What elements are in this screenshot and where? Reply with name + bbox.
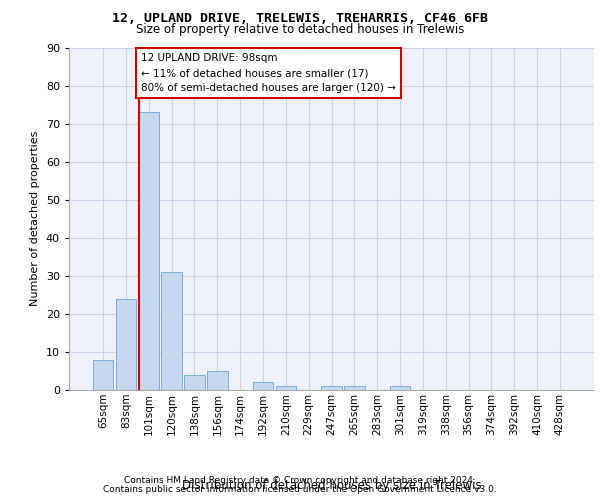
Bar: [253, 382, 273, 390]
Y-axis label: Number of detached properties: Number of detached properties: [30, 131, 40, 306]
Text: Contains public sector information licensed under the Open Government Licence v3: Contains public sector information licen…: [103, 485, 497, 494]
Bar: [390, 386, 410, 390]
Bar: [116, 298, 136, 390]
Bar: [321, 386, 342, 390]
Bar: [184, 375, 205, 390]
Text: 12 UPLAND DRIVE: 98sqm
← 11% of detached houses are smaller (17)
80% of semi-det: 12 UPLAND DRIVE: 98sqm ← 11% of detached…: [141, 53, 395, 93]
Bar: [161, 272, 182, 390]
Bar: [139, 112, 159, 390]
Bar: [207, 371, 227, 390]
Bar: [93, 360, 113, 390]
Bar: [275, 386, 296, 390]
X-axis label: Distribution of detached houses by size in Trelewis: Distribution of detached houses by size …: [182, 480, 481, 492]
Text: Contains HM Land Registry data © Crown copyright and database right 2024.: Contains HM Land Registry data © Crown c…: [124, 476, 476, 485]
Bar: [344, 386, 365, 390]
Text: 12, UPLAND DRIVE, TRELEWIS, TREHARRIS, CF46 6FB: 12, UPLAND DRIVE, TRELEWIS, TREHARRIS, C…: [112, 12, 488, 25]
Text: Size of property relative to detached houses in Trelewis: Size of property relative to detached ho…: [136, 22, 464, 36]
